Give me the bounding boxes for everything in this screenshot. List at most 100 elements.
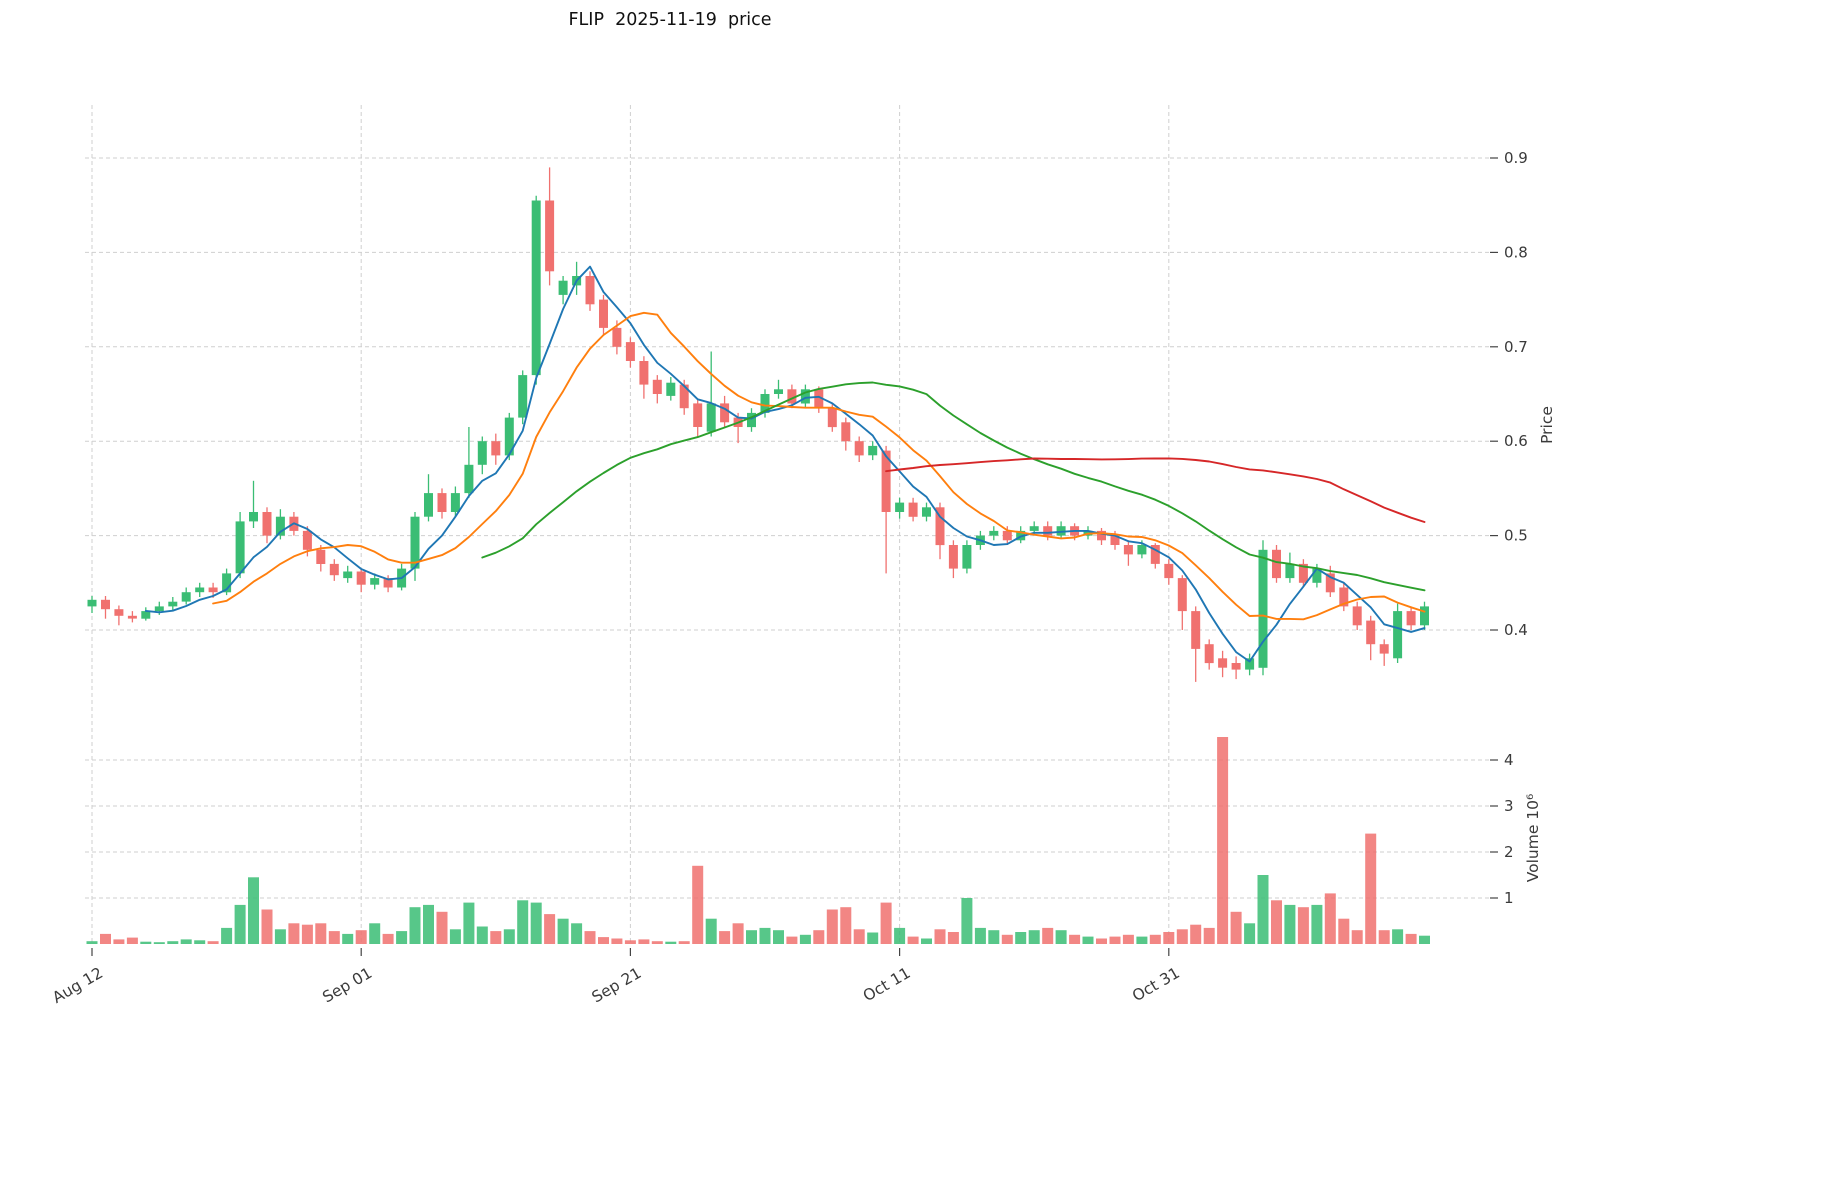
candle-up	[1285, 563, 1295, 579]
candle-up	[181, 592, 191, 602]
volume-bar	[598, 937, 609, 944]
volume-bar	[463, 902, 475, 944]
candle-up	[222, 573, 232, 593]
candle-down	[1325, 573, 1335, 593]
price-axis-label: Price	[1538, 406, 1556, 444]
volume-bar	[1297, 907, 1309, 944]
volume-bar	[1284, 904, 1296, 944]
volume-bar	[571, 923, 583, 944]
volume-bar	[1136, 936, 1148, 944]
moving-average-lines	[144, 265, 1426, 663]
volume-bar	[100, 933, 111, 944]
volume-bar	[584, 931, 596, 944]
candle-down	[127, 615, 137, 619]
volume-bar	[288, 923, 300, 944]
volume-bar	[840, 907, 852, 944]
volume-bar	[1203, 927, 1215, 944]
volume-bar	[1392, 929, 1404, 944]
candle-up	[760, 394, 770, 413]
volume-bar	[665, 941, 677, 944]
volume-bar	[126, 937, 138, 944]
volume-axis-label: Volume 10⁶	[1524, 794, 1542, 883]
price-tick-label: 0.9	[1504, 149, 1528, 167]
candle-down	[491, 441, 501, 456]
volume-bar	[1244, 923, 1256, 944]
candle-up	[154, 606, 164, 612]
volume-bar	[449, 929, 461, 944]
volume-bar	[934, 929, 946, 944]
volume-bar	[826, 909, 838, 944]
candle-down	[585, 276, 595, 305]
candle-up	[87, 599, 97, 607]
volume-bar	[867, 932, 879, 944]
price-tick-label: 0.6	[1504, 432, 1528, 450]
candle-up	[774, 389, 783, 394]
candle-up	[868, 445, 878, 456]
price-tick-label: 0.7	[1504, 338, 1528, 356]
volume-bar	[1311, 904, 1323, 944]
volume-tick-label: 2	[1504, 843, 1514, 861]
volume-bar	[1082, 936, 1094, 944]
candle-up	[800, 389, 810, 404]
volume-bar	[490, 931, 502, 944]
volume-bar	[396, 931, 408, 944]
candle-down	[208, 587, 218, 593]
volume-bar	[988, 930, 1000, 944]
volume-bar	[921, 938, 932, 944]
candle-down	[1406, 611, 1416, 626]
candle-down	[1097, 530, 1106, 541]
candle-down	[316, 549, 326, 564]
volume-bar	[719, 931, 731, 944]
candle-up	[747, 412, 756, 428]
candle-down	[1002, 530, 1012, 541]
candle-up	[504, 417, 514, 456]
volume-bar	[301, 924, 313, 944]
candle-down	[652, 379, 662, 394]
volume-bar	[248, 877, 259, 944]
volume-bar	[180, 939, 192, 944]
volume-bar	[1122, 934, 1134, 944]
candle-down	[1379, 644, 1389, 654]
candle-up	[275, 516, 285, 536]
volume-bar	[1271, 900, 1282, 944]
volume-bar	[153, 942, 165, 944]
candle-down	[679, 384, 689, 409]
volume-bar	[1055, 930, 1067, 944]
candle-down	[787, 389, 797, 404]
candle-down	[625, 342, 635, 361]
volume-bar	[530, 902, 542, 944]
volume-bar	[1028, 930, 1040, 944]
candle-up	[424, 493, 433, 517]
candle-down	[437, 493, 447, 512]
candle-up	[962, 545, 972, 569]
price-tick-label: 0.8	[1504, 243, 1528, 261]
candle-down	[599, 299, 608, 328]
candle-down	[720, 403, 730, 423]
candle-down	[302, 530, 312, 550]
candle-up	[1029, 526, 1039, 531]
volume-bar	[1015, 932, 1027, 944]
x-tick-label: Aug 12	[49, 964, 106, 1007]
candle-down	[935, 507, 945, 546]
volume-bar	[1001, 934, 1013, 944]
candle-up	[477, 441, 487, 465]
volume-bar	[961, 898, 973, 944]
ma60-line	[885, 457, 1426, 523]
candle-up	[518, 375, 528, 418]
volume-bar	[140, 941, 152, 944]
volume-bar	[234, 904, 246, 944]
candle-up	[1258, 549, 1268, 668]
volume-bar	[1217, 737, 1229, 944]
candle-down	[1366, 620, 1376, 645]
volume-bar	[853, 929, 865, 944]
volume-tick-label: 3	[1504, 797, 1514, 815]
volume-bar	[544, 914, 556, 944]
candle-down	[881, 450, 891, 512]
volume-bar	[1324, 893, 1336, 944]
volume-bar	[1149, 934, 1161, 944]
candle-down	[1164, 563, 1174, 579]
volume-bar	[113, 939, 125, 944]
candle-down	[1123, 545, 1133, 555]
volume-tick-label: 4	[1504, 751, 1514, 769]
